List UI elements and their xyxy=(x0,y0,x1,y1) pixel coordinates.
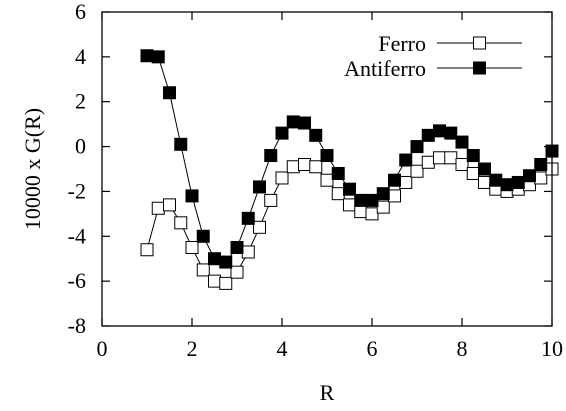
legend-label-0: Ferro xyxy=(378,31,426,56)
data-point-0 xyxy=(140,243,154,257)
legend-label-1: Antiferro xyxy=(344,56,426,81)
y-axis-ticks: -8 -6 -4 -2 0 2 4 6 xyxy=(68,0,552,338)
data-point-0 xyxy=(275,171,289,185)
x-tick-label: 0 xyxy=(97,336,108,361)
data-point-0 xyxy=(466,166,480,180)
data-point-0 xyxy=(433,151,446,165)
series-lines xyxy=(146,55,553,284)
data-point-0 xyxy=(331,187,345,201)
data-point-1 xyxy=(534,158,548,172)
data-point-0 xyxy=(365,207,379,221)
series-markers xyxy=(140,49,559,290)
data-point-0 xyxy=(174,216,188,230)
data-point-1 xyxy=(286,115,300,129)
data-point-1 xyxy=(489,173,503,187)
data-point-0 xyxy=(421,155,435,169)
data-point-1 xyxy=(163,86,176,100)
data-point-1 xyxy=(455,135,469,149)
data-point-1 xyxy=(320,149,334,163)
data-point-1 xyxy=(208,252,221,266)
x-tick-label: 6 xyxy=(367,336,378,361)
data-point-1 xyxy=(253,180,266,194)
data-point-0 xyxy=(388,189,401,203)
data-point-1 xyxy=(523,169,536,183)
y-tick-label: -6 xyxy=(68,268,86,293)
y-tick-label: -8 xyxy=(68,313,86,338)
data-point-1 xyxy=(343,182,356,196)
legend-marker-0 xyxy=(473,36,486,50)
data-point-0 xyxy=(151,201,165,215)
x-axis-label: R xyxy=(320,380,335,405)
data-point-0 xyxy=(208,274,221,288)
data-point-1 xyxy=(500,178,514,192)
data-point-1 xyxy=(511,175,525,189)
y-tick-label: 0 xyxy=(75,134,86,159)
y-tick-label: 6 xyxy=(75,0,86,24)
data-point-1 xyxy=(421,128,435,142)
data-point-1 xyxy=(174,137,188,151)
data-point-0 xyxy=(320,173,334,187)
x-tick-label: 2 xyxy=(187,336,198,361)
data-point-1 xyxy=(230,241,244,254)
data-point-0 xyxy=(444,151,458,165)
x-tick-label: 10 xyxy=(541,336,563,361)
data-point-1 xyxy=(410,140,424,154)
data-point-1 xyxy=(309,128,323,142)
data-point-0 xyxy=(253,220,266,234)
data-point-1 xyxy=(196,229,210,243)
data-point-1 xyxy=(376,187,390,201)
x-tick-label: 4 xyxy=(277,336,288,361)
data-point-0 xyxy=(455,158,469,172)
data-point-1 xyxy=(433,124,446,138)
y-tick-label: -2 xyxy=(68,178,86,203)
data-point-0 xyxy=(230,265,244,279)
data-point-1 xyxy=(185,189,199,203)
data-point-0 xyxy=(219,276,233,290)
x-axis-ticks: 0 2 4 6 8 10 xyxy=(97,12,563,361)
legend-marker-1 xyxy=(473,61,486,75)
x-tick-label: 8 xyxy=(457,336,468,361)
data-point-0 xyxy=(185,241,199,254)
data-point-1 xyxy=(151,50,165,64)
plot-frame xyxy=(101,11,553,327)
data-point-1 xyxy=(478,162,491,176)
data-point-1 xyxy=(354,193,368,207)
data-point-1 xyxy=(219,255,233,269)
data-point-0 xyxy=(196,263,210,277)
data-point-0 xyxy=(399,175,413,189)
data-point-1 xyxy=(388,173,401,187)
data-point-0 xyxy=(354,205,368,219)
data-point-1 xyxy=(298,116,311,130)
data-point-0 xyxy=(534,171,548,185)
data-point-1 xyxy=(466,149,480,163)
data-point-1 xyxy=(331,166,345,180)
data-point-0 xyxy=(286,160,300,174)
data-point-0 xyxy=(264,193,278,207)
data-point-0 xyxy=(309,160,323,174)
data-point-0 xyxy=(410,164,424,178)
data-point-1 xyxy=(275,126,289,140)
data-point-1 xyxy=(399,153,413,167)
data-point-1 xyxy=(140,49,154,63)
data-point-0 xyxy=(376,200,390,214)
data-point-0 xyxy=(343,198,356,212)
y-tick-label: -4 xyxy=(68,223,86,248)
data-point-1 xyxy=(444,126,458,140)
data-point-0 xyxy=(298,158,311,172)
data-point-1 xyxy=(241,211,255,225)
data-point-0 xyxy=(163,198,176,212)
y-tick-label: 4 xyxy=(75,44,86,69)
y-tick-label: 2 xyxy=(75,89,86,114)
data-point-0 xyxy=(241,245,255,259)
data-point-1 xyxy=(365,193,379,207)
data-point-1 xyxy=(264,149,278,163)
y-axis-label: 10000 x G(R) xyxy=(20,108,45,230)
data-point-0 xyxy=(478,175,491,189)
